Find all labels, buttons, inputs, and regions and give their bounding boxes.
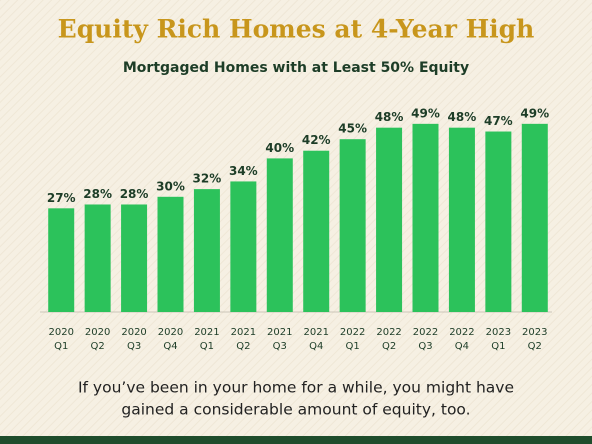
x-tick-label: 2020 (158, 327, 183, 338)
x-tick-label: Q4 (309, 341, 323, 352)
chart-title: Equity Rich Homes at 4-Year High (58, 15, 535, 44)
value-label: 48% (375, 110, 404, 124)
x-tick-label: Q1 (54, 341, 68, 352)
bar (376, 127, 403, 313)
chart-subtitle: Mortgaged Homes with at Least 50% Equity (123, 60, 469, 76)
bar (339, 139, 366, 312)
x-tick-label: Q3 (418, 341, 432, 352)
bar (412, 123, 439, 312)
value-label: 47% (484, 114, 513, 128)
x-tick-label: 2023 (486, 327, 511, 338)
value-label: 49% (411, 106, 440, 120)
footnote: If you’ve been in your home for a while,… (78, 379, 514, 397)
x-tick-label: 2022 (376, 327, 401, 338)
value-label: 45% (338, 122, 367, 136)
x-tick-label: 2020 (121, 327, 146, 338)
value-label: 30% (156, 179, 185, 193)
bar (230, 181, 257, 312)
x-tick-label: Q4 (455, 341, 469, 352)
footer-band (0, 436, 592, 444)
bar (448, 127, 475, 313)
x-tick-label: Q2 (382, 341, 396, 352)
bar (266, 158, 293, 312)
bar (84, 204, 111, 312)
x-tick-label: Q1 (346, 341, 360, 352)
x-tick-label: 2023 (522, 327, 547, 338)
value-label: 34% (229, 164, 258, 178)
value-label: 42% (302, 133, 331, 147)
value-label: 28% (83, 187, 112, 201)
x-tick-label: 2022 (340, 327, 365, 338)
value-label: 48% (448, 110, 477, 124)
x-tick-label: 2021 (267, 327, 292, 338)
x-tick-label: 2022 (413, 327, 438, 338)
x-tick-label: Q3 (273, 341, 287, 352)
bar (193, 189, 220, 312)
x-tick-label: Q4 (163, 341, 177, 352)
value-label: 49% (520, 106, 549, 120)
bar (521, 123, 548, 312)
x-tick-label: Q2 (91, 341, 105, 352)
value-label: 28% (120, 187, 149, 201)
x-tick-label: Q2 (528, 341, 542, 352)
bar (485, 131, 512, 312)
x-tick-label: 2021 (194, 327, 219, 338)
x-tick-label: 2021 (231, 327, 256, 338)
x-tick-label: 2021 (303, 327, 328, 338)
value-label: 40% (265, 141, 294, 155)
x-tick-label: 2020 (48, 327, 73, 338)
footnote: gained a considerable amount of equity, … (121, 401, 470, 419)
x-tick-label: Q1 (200, 341, 214, 352)
x-tick-label: 2020 (85, 327, 110, 338)
x-tick-label: Q2 (236, 341, 250, 352)
x-tick-label: Q3 (127, 341, 141, 352)
bar (121, 204, 148, 312)
bar (303, 150, 330, 312)
value-label: 32% (193, 172, 222, 186)
x-tick-label: Q1 (491, 341, 505, 352)
x-tick-label: 2022 (449, 327, 474, 338)
bar (157, 196, 184, 312)
bar (48, 208, 75, 312)
value-label: 27% (47, 191, 76, 205)
